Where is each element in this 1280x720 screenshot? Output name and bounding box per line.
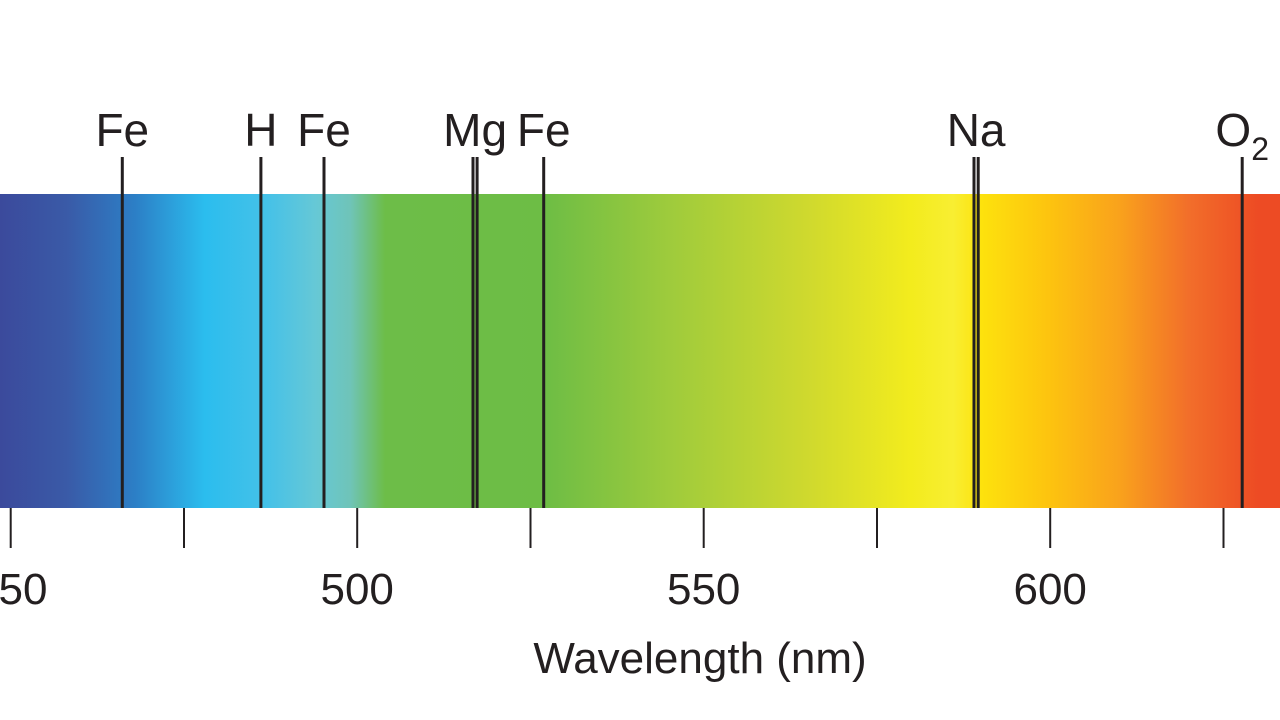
- element-label-fe: Fe: [517, 104, 571, 156]
- tick-label: 550: [667, 565, 740, 614]
- tick-labels: 450 500 550 600: [0, 565, 1087, 614]
- tick-label: 600: [1013, 565, 1086, 614]
- absorption-lines: [120, 157, 1244, 508]
- element-label-subscript: 2: [1251, 131, 1269, 167]
- element-label-fe: Fe: [297, 104, 351, 156]
- spectrum-band: [0, 194, 1280, 508]
- element-label-na: Na: [947, 104, 1006, 156]
- axis-ticks: [9, 508, 1225, 548]
- axis-label: Wavelength (nm): [533, 634, 866, 683]
- element-label-fe: Fe: [95, 104, 149, 156]
- element-label-mg: Mg: [443, 104, 507, 156]
- element-labels: Fe H Fe Mg Fe Na O2: [95, 104, 1269, 167]
- element-label-h: H: [244, 104, 277, 156]
- tick-label: 500: [320, 565, 393, 614]
- tick-label: 450: [0, 565, 47, 614]
